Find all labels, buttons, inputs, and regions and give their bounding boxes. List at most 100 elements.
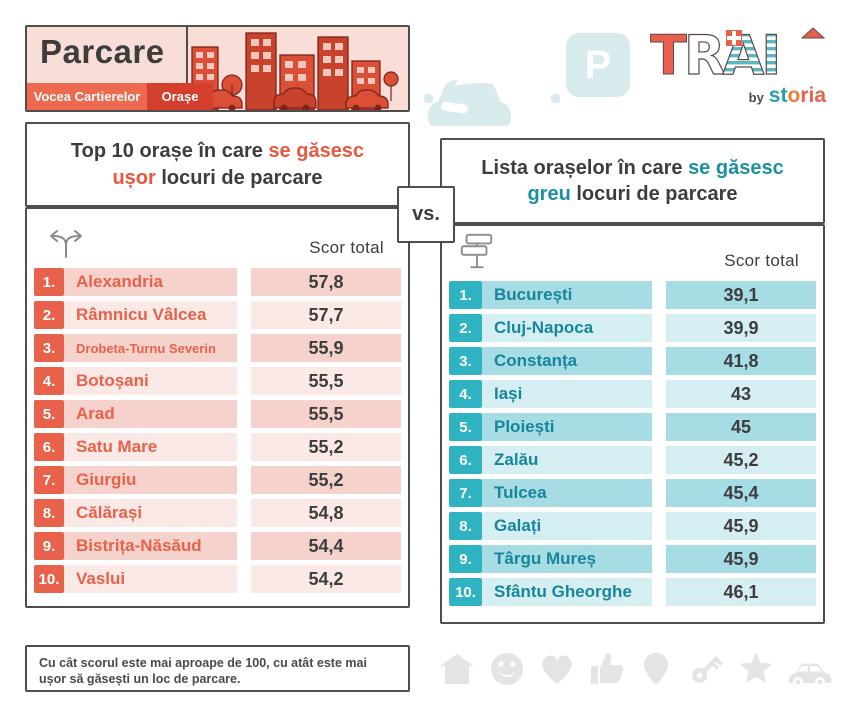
storia-st: st [768, 84, 788, 107]
rank-badge: 7. [34, 466, 64, 494]
table-row: 7. Tulcea 45,4 [449, 479, 816, 507]
easy-parking-rows: 1. Alexandria 57,8 2. Râmnicu Vâlcea 57,… [27, 264, 408, 593]
hard-parking-table: Scor total 1. București 39,1 2. Cluj-Nap… [440, 224, 825, 624]
score-column-header: Scor total [724, 251, 799, 270]
hard-parking-rows: 1. București 39,1 2. Cluj-Napoca 39,9 3.… [442, 277, 823, 606]
city-name: Zalău [482, 446, 652, 474]
score-value: 54,8 [251, 499, 401, 527]
city-name: Ploiești [482, 413, 652, 441]
storia-o: o [787, 84, 801, 107]
map-pin-icon [644, 653, 669, 685]
fork-road-arrows-icon [50, 230, 82, 258]
signpost-icon [460, 233, 493, 269]
score-value: 39,9 [666, 314, 816, 342]
city-name: Arad [64, 400, 237, 428]
rank-badge: 8. [449, 512, 482, 540]
smiley-icon [490, 653, 523, 685]
table-row: 2. Cluj-Napoca 39,9 [449, 314, 816, 342]
table-row: 3. Constanța 41,8 [449, 347, 816, 375]
rank-badge: 3. [34, 334, 64, 362]
table-row: 8. Călărași 54,8 [34, 499, 401, 527]
score-value: 55,2 [251, 433, 401, 461]
score-column-header: Scor total [309, 238, 384, 257]
city-name: Constanța [482, 347, 652, 375]
city-name: Drobeta-Turnu Severin [64, 334, 237, 362]
header-tabs: Vocea Cartierelor Orașe [27, 83, 213, 110]
table-row: 4. Iași 43 [449, 380, 816, 408]
city-name: Tulcea [482, 479, 652, 507]
table-row: 1. București 39,1 [449, 281, 816, 309]
city-name: Cluj-Napoca [482, 314, 652, 342]
title-highlight: se găsesc ușor [112, 140, 365, 189]
rank-badge: 2. [34, 301, 64, 329]
tab-vocea-cartierelor[interactable]: Vocea Cartierelor [27, 83, 147, 110]
city-name: Târgu Mureș [482, 545, 652, 573]
parking-sign-letter: P [584, 42, 612, 87]
rank-badge: 5. [449, 413, 482, 441]
score-value: 45,9 [666, 545, 816, 573]
tab-orase[interactable]: Orașe [147, 83, 213, 110]
table-row: 5. Ploiești 45 [449, 413, 816, 441]
table-row: 4. Botoșani 55,5 [34, 367, 401, 395]
key-icon [692, 656, 724, 683]
score-value: 54,2 [251, 565, 401, 593]
rank-badge: 2. [449, 314, 482, 342]
rank-badge: 4. [449, 380, 482, 408]
city-name: Sfântu Gheorghe [482, 578, 652, 606]
rank-badge: 9. [34, 532, 64, 560]
rank-badge: 7. [449, 479, 482, 507]
parking-sign-icon: P [566, 33, 630, 97]
car-icon [788, 663, 832, 687]
storia-ria: ria [800, 84, 826, 107]
table-row: 3. Drobeta-Turnu Severin 55,9 [34, 334, 401, 362]
city-name: Iași [482, 380, 652, 408]
city-name: Călărași [64, 499, 237, 527]
score-value: 46,1 [666, 578, 816, 606]
car-front-icon [424, 71, 560, 126]
hard-parking-title: Lista orașelor în care se găsesc greu lo… [440, 138, 825, 224]
city-name: Satu Mare [64, 433, 237, 461]
footer-icon-row [437, 648, 832, 690]
trai-logo: TRAI [650, 26, 826, 86]
star-icon [739, 652, 773, 683]
city-name: Botoșani [64, 367, 237, 395]
rank-badge: 8. [34, 499, 64, 527]
rank-badge: 3. [449, 347, 482, 375]
table-row: 9. Bistrița-Năsăud 54,4 [34, 532, 401, 560]
rank-badge: 10. [34, 565, 64, 593]
score-value: 45,9 [666, 512, 816, 540]
table-row: 6. Satu Mare 55,2 [34, 433, 401, 461]
vs-label: vs. [412, 203, 440, 225]
score-value: 57,8 [251, 268, 401, 296]
score-value: 41,8 [666, 347, 816, 375]
rank-badge: 10. [449, 578, 482, 606]
table-row: 7. Giurgiu 55,2 [34, 466, 401, 494]
cityscape-illustration [191, 32, 399, 110]
score-value: 45,2 [666, 446, 816, 474]
rank-badge: 5. [34, 400, 64, 428]
storia-wordmark: by storia [650, 84, 826, 108]
vs-badge: vs. [397, 186, 455, 243]
score-value: 43 [666, 380, 816, 408]
city-name: Râmnicu Vâlcea [64, 301, 237, 329]
score-value: 55,5 [251, 367, 401, 395]
rank-badge: 6. [449, 446, 482, 474]
table-row: 8. Galați 45,9 [449, 512, 816, 540]
table-row: 10. Vaslui 54,2 [34, 565, 401, 593]
score-value: 55,9 [251, 334, 401, 362]
score-value: 54,4 [251, 532, 401, 560]
title-text: locuri de parcare [570, 183, 738, 205]
title-text: Top 10 orașe în care [70, 140, 269, 163]
table-row: 5. Arad 55,5 [34, 400, 401, 428]
note-text: Cu cât scorul este mai aproape de 100, c… [39, 656, 367, 687]
by-label: by [748, 90, 764, 105]
city-name: Alexandria [64, 268, 237, 296]
score-explanation-note: Cu cât scorul este mai aproape de 100, c… [25, 645, 410, 692]
title-text: Lista orașelor în care [481, 156, 689, 179]
score-value: 39,1 [666, 281, 816, 309]
city-name: Giurgiu [64, 466, 237, 494]
table-row: 2. Râmnicu Vâlcea 57,7 [34, 301, 401, 329]
page-title: Parcare [40, 33, 165, 70]
table-row: 10. Sfântu Gheorghe 46,1 [449, 578, 816, 606]
